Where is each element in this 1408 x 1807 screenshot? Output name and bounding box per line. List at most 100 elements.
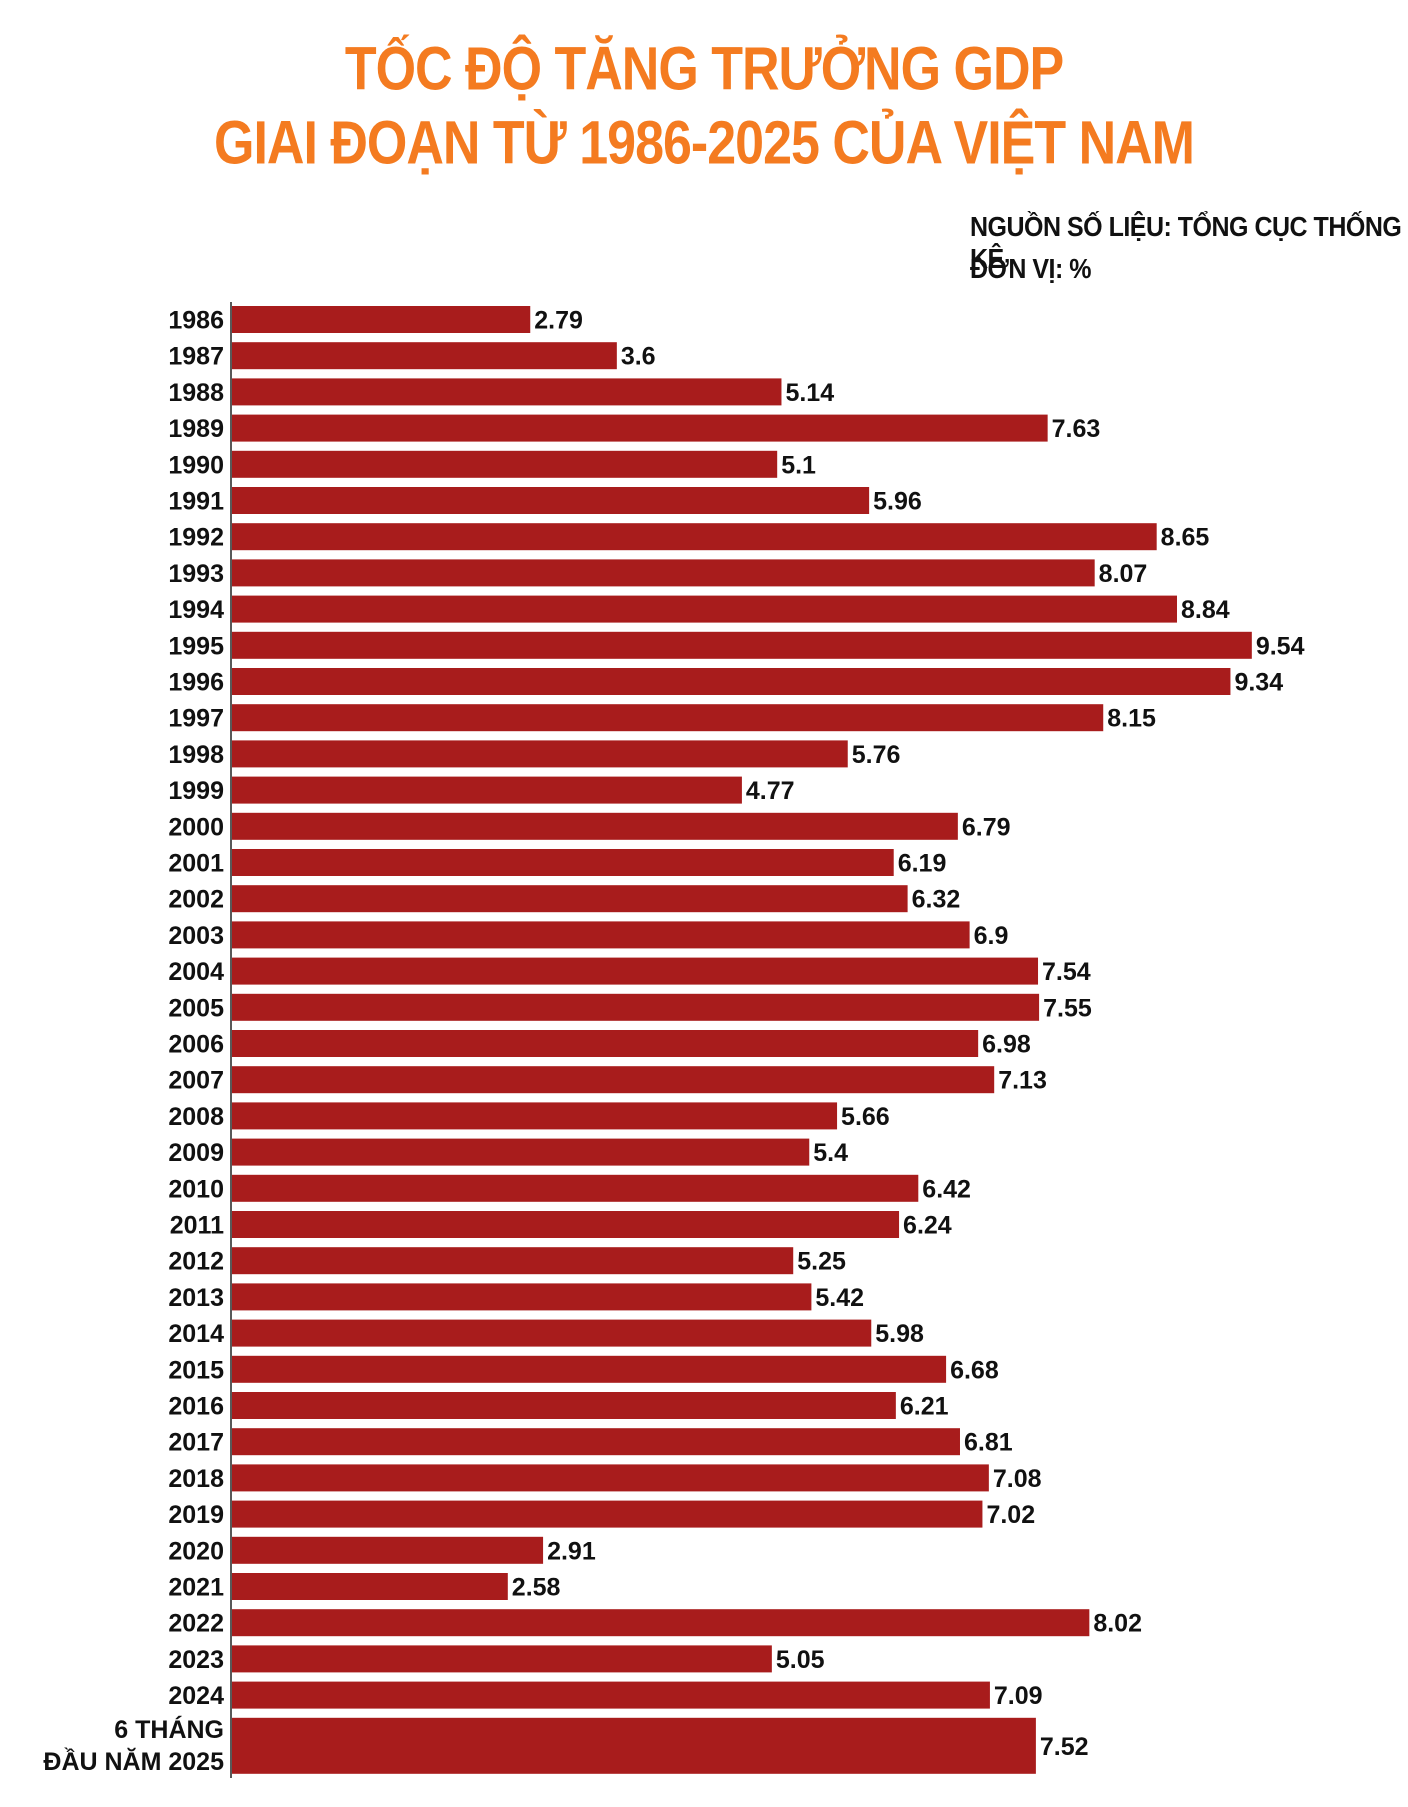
value-label: 5.66: [841, 1103, 890, 1131]
category-label: 2019: [168, 1501, 224, 1529]
bar-2023: [232, 1645, 772, 1673]
bar-2019: [232, 1500, 983, 1528]
value-label: 7.55: [1043, 994, 1092, 1022]
value-label: 8.84: [1181, 596, 1230, 624]
bar-2017: [232, 1428, 960, 1456]
bar-2016: [232, 1392, 896, 1419]
value-label: 7.08: [993, 1465, 1042, 1493]
category-label: 2023: [168, 1646, 224, 1674]
value-label: 6.24: [903, 1212, 952, 1240]
value-label: 2.58: [512, 1574, 561, 1602]
bar-2005: [232, 993, 1040, 1021]
value-label: 6.81: [964, 1429, 1013, 1457]
data-source-note: NGUỒN SỐ LIỆU: TỔNG CỤC THỐNG KÊ: [970, 212, 1402, 275]
value-label: 5.4: [813, 1139, 848, 1167]
value-label: 7.02: [986, 1501, 1035, 1529]
bar-2006: [232, 1030, 979, 1057]
bar-2011: [232, 1211, 900, 1238]
value-label: 7.52: [1040, 1733, 1089, 1761]
category-label: 1998: [168, 741, 224, 769]
value-label: 7.13: [998, 1067, 1047, 1095]
value-label: 8.15: [1107, 705, 1156, 733]
bar-1996: [232, 668, 1231, 695]
category-label: 1992: [168, 524, 224, 552]
category-label: 2005: [168, 994, 224, 1022]
bar-1994: [232, 595, 1177, 623]
bar-2024: [232, 1681, 990, 1709]
category-label: 2015: [168, 1356, 224, 1384]
bar-1992: [232, 523, 1157, 551]
value-label: 6.42: [922, 1175, 971, 1203]
value-label: 2.91: [547, 1537, 596, 1565]
value-label: 6.19: [898, 850, 947, 878]
category-label: 2022: [168, 1610, 224, 1638]
bar-2000: [232, 812, 958, 840]
bar-1990: [232, 450, 778, 478]
category-label: 2007: [168, 1067, 224, 1095]
category-label: 2020: [168, 1537, 224, 1565]
value-label: 8.02: [1093, 1610, 1142, 1638]
value-label: 3.6: [621, 343, 656, 371]
bar-1991: [232, 487, 870, 514]
value-label: 9.34: [1234, 669, 1283, 697]
value-label: 7.54: [1042, 958, 1091, 986]
value-label: 7.09: [994, 1682, 1043, 1710]
category-label: 2012: [168, 1248, 224, 1276]
bar-1986: [232, 306, 531, 333]
value-label: 9.54: [1256, 632, 1305, 660]
bar-2012: [232, 1247, 794, 1275]
bar-2008: [232, 1102, 838, 1130]
bar-1989: [232, 414, 1048, 442]
bar-2004: [232, 957, 1039, 985]
category-label: 2017: [168, 1429, 224, 1457]
bar-2010: [232, 1174, 919, 1202]
bar-1987: [232, 342, 617, 370]
category-label: 2009: [168, 1139, 224, 1167]
category-label: 2018: [168, 1465, 224, 1493]
chart-title-line-1: TỐC ĐỘ TĂNG TRƯỞNG GDP: [344, 35, 1064, 104]
bar-2021: [232, 1573, 508, 1600]
value-label: 5.76: [852, 741, 901, 769]
bar-1997: [232, 704, 1104, 732]
value-label: 8.07: [1099, 560, 1148, 588]
category-label: 6 THÁNG ĐẦU NĂM 2025: [43, 1715, 224, 1776]
unit-note: ĐƠN VỊ: %: [970, 254, 1092, 285]
bar-6-th-ng-u-n-m-2025: [232, 1717, 1036, 1774]
category-label: 1991: [168, 488, 224, 516]
category-label: 2010: [168, 1175, 224, 1203]
category-label: 1996: [168, 669, 224, 697]
category-label: 2000: [168, 813, 224, 841]
category-label: 1999: [168, 777, 224, 805]
category-label: 2011: [170, 1212, 224, 1240]
category-label: 2004: [168, 958, 224, 986]
bar-1999: [232, 776, 742, 804]
value-label: 6.98: [982, 1031, 1031, 1059]
value-label: 7.63: [1052, 415, 1101, 443]
category-label: 2001: [168, 850, 224, 878]
bar-2013: [232, 1283, 812, 1311]
value-label: 6.21: [900, 1393, 949, 1421]
category-label: 2006: [168, 1031, 224, 1059]
value-label: 5.42: [815, 1284, 864, 1312]
value-label: 8.65: [1161, 524, 1210, 552]
category-label: 2024: [168, 1682, 224, 1710]
bar-2007: [232, 1066, 995, 1094]
bar-1988: [232, 378, 782, 406]
bar-2014: [232, 1319, 872, 1347]
category-label: 1995: [168, 632, 224, 660]
bar-2020: [232, 1536, 544, 1564]
bar-2015: [232, 1355, 947, 1383]
category-label: 2002: [168, 886, 224, 914]
bar-1998: [232, 740, 848, 768]
bar-2009: [232, 1138, 810, 1166]
value-label: 5.05: [776, 1646, 825, 1674]
value-label: 2.79: [534, 307, 583, 335]
category-label: 1994: [168, 596, 224, 624]
category-label: 2013: [168, 1284, 224, 1312]
category-label: 1993: [168, 560, 224, 588]
category-label: 1986: [168, 307, 224, 335]
value-label: 5.96: [873, 488, 922, 516]
value-label: 6.79: [962, 813, 1011, 841]
bar-2001: [232, 849, 894, 876]
